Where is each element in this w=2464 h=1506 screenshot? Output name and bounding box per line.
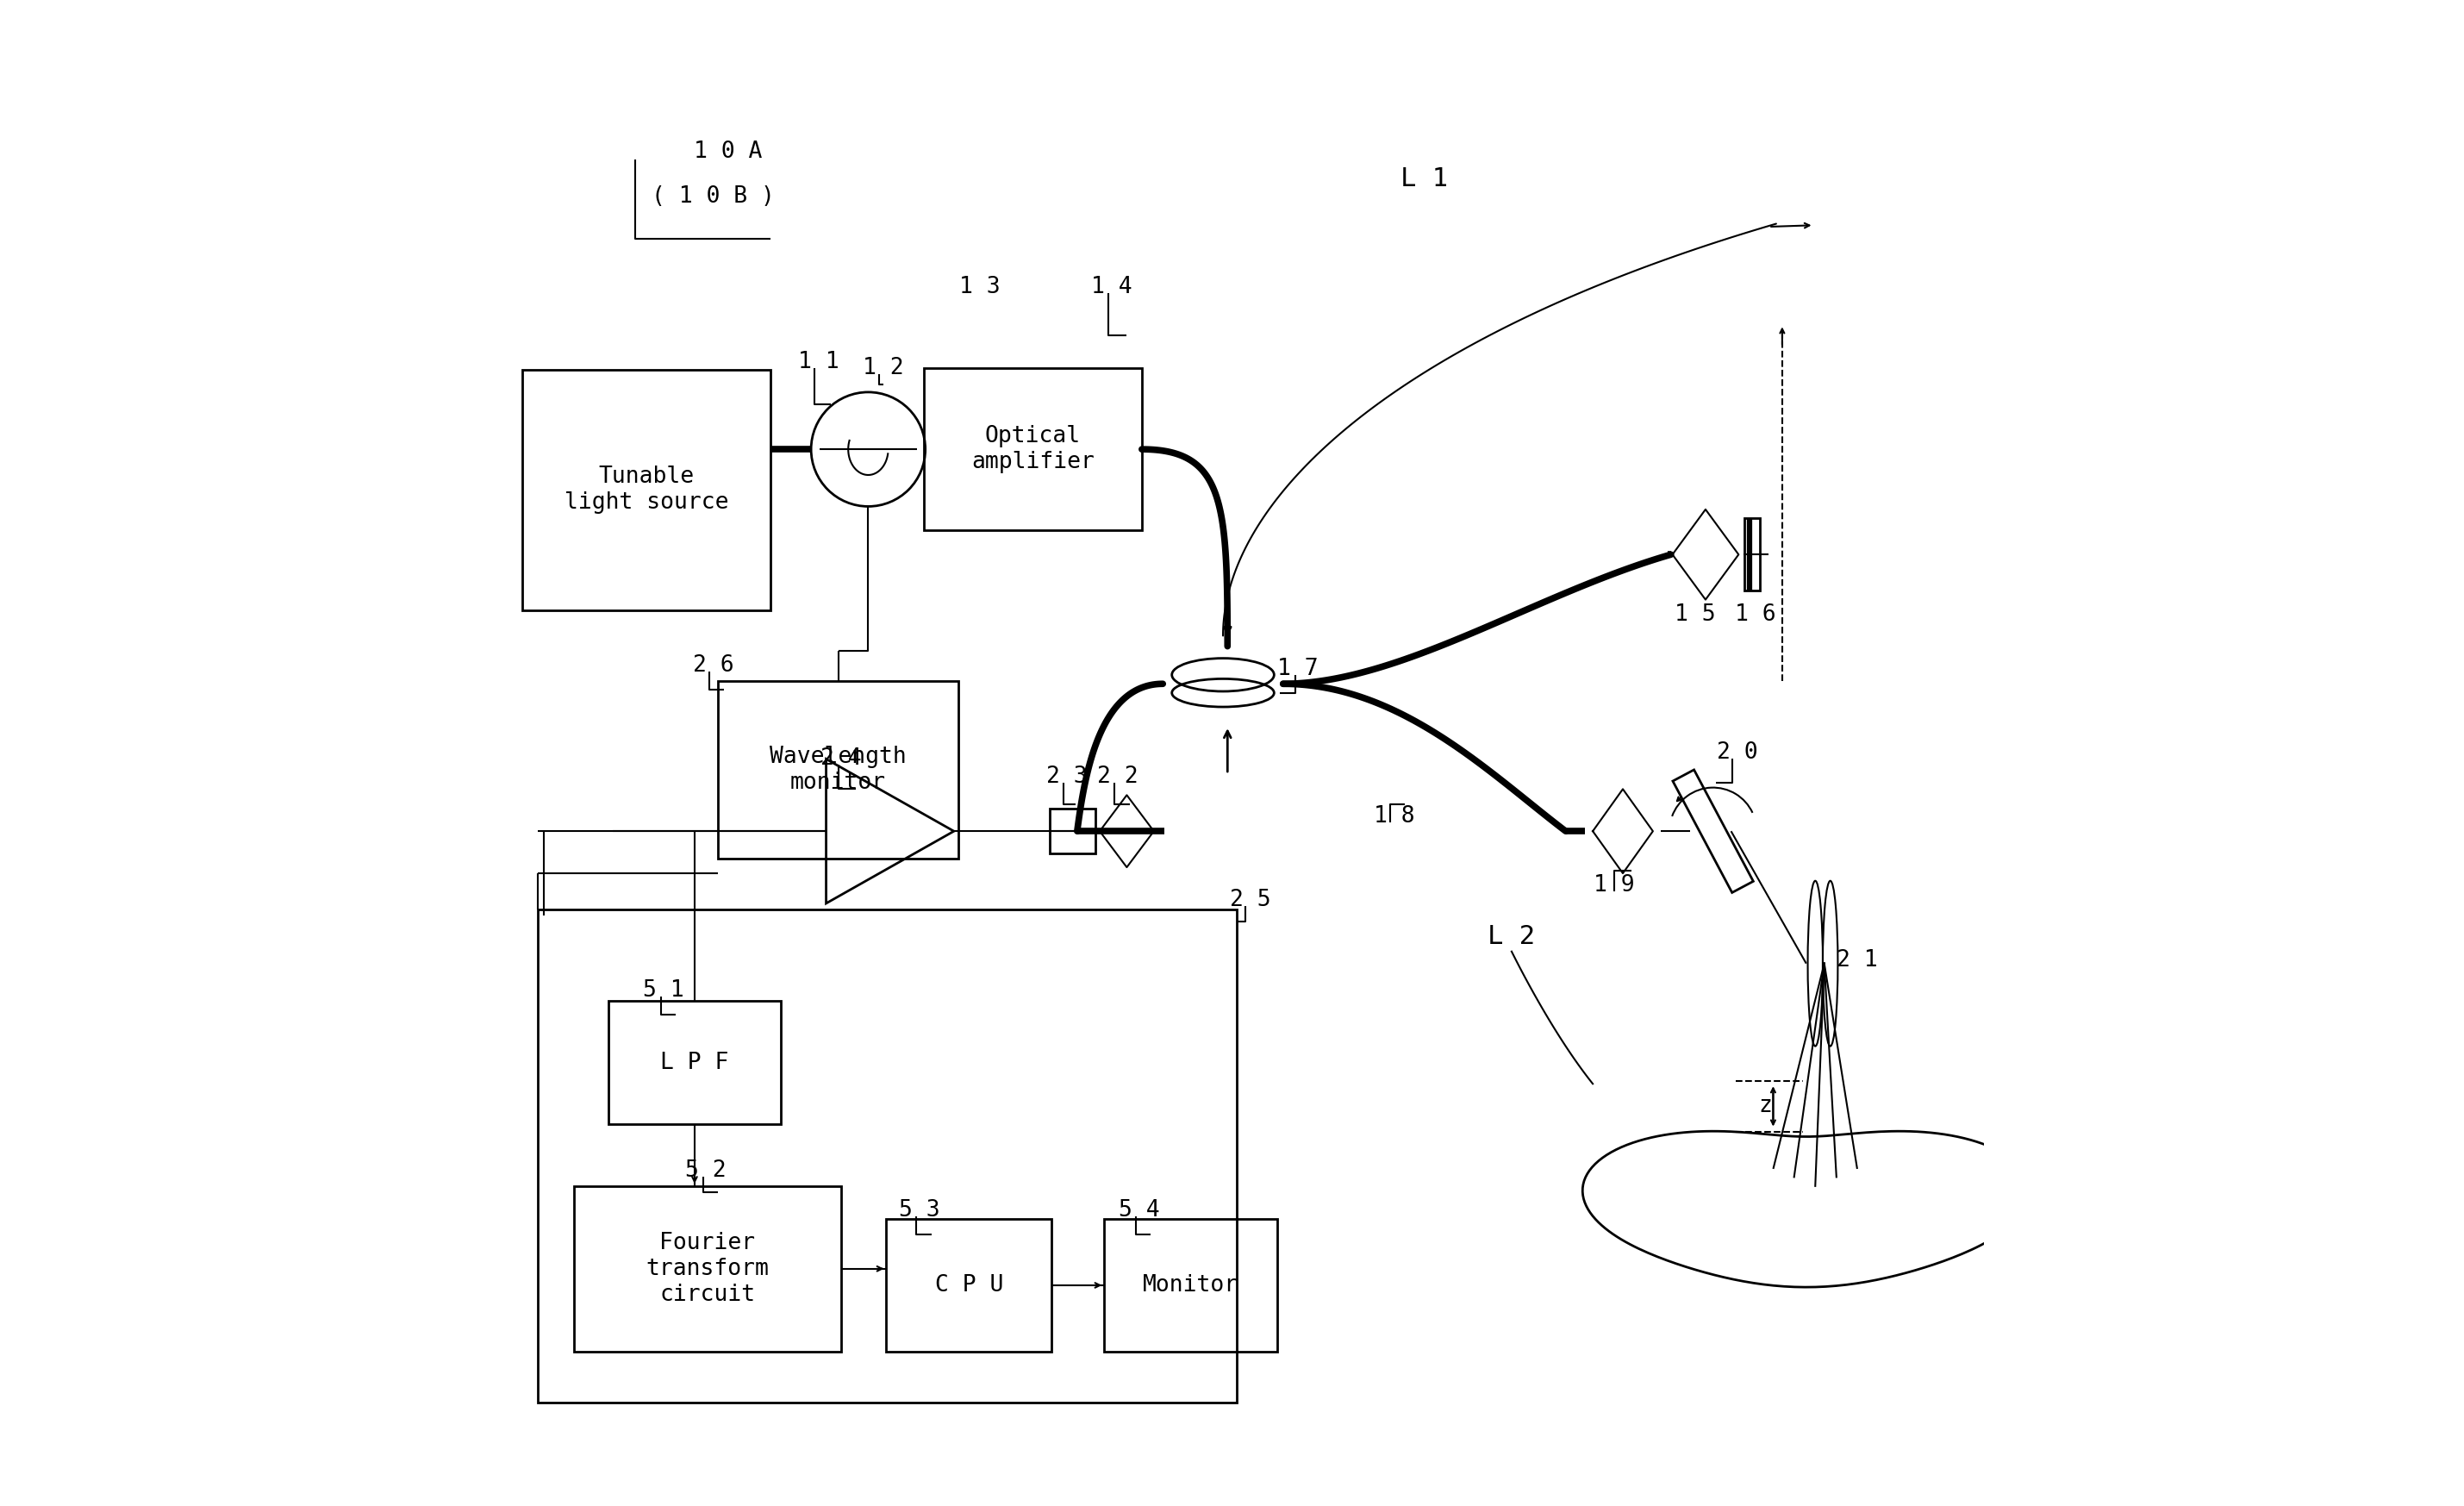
Text: 1 6: 1 6 bbox=[1735, 604, 1777, 626]
Text: 1 5: 1 5 bbox=[1676, 604, 1715, 626]
Bar bbox=[537, 910, 1237, 1402]
Text: 2 5: 2 5 bbox=[1230, 889, 1271, 911]
Bar bbox=[887, 1220, 1052, 1351]
Bar bbox=[574, 1187, 840, 1351]
Bar bbox=[609, 1001, 781, 1125]
Text: Tunable
light source: Tunable light source bbox=[564, 465, 729, 514]
Text: 1 1: 1 1 bbox=[798, 351, 840, 373]
Text: Wavelength
monitor: Wavelength monitor bbox=[769, 745, 907, 794]
Text: 5 1: 5 1 bbox=[643, 979, 685, 1001]
Text: 5 2: 5 2 bbox=[685, 1160, 727, 1182]
Bar bbox=[1745, 518, 1759, 590]
Text: 5 3: 5 3 bbox=[899, 1199, 939, 1221]
Text: C P U: C P U bbox=[934, 1274, 1003, 1297]
Text: 2 6: 2 6 bbox=[692, 655, 734, 678]
Text: 2 1: 2 1 bbox=[1836, 949, 1878, 971]
Bar bbox=[1104, 1220, 1276, 1351]
Text: ( 1 0 B ): ( 1 0 B ) bbox=[653, 185, 776, 208]
Text: 1 0 A: 1 0 A bbox=[695, 140, 764, 163]
Text: 1 2: 1 2 bbox=[862, 357, 904, 380]
Text: 2 0: 2 0 bbox=[1717, 742, 1757, 764]
Bar bbox=[522, 369, 771, 610]
Text: 1 9: 1 9 bbox=[1594, 873, 1634, 896]
Text: 1 3: 1 3 bbox=[958, 276, 1000, 298]
Text: L 2: L 2 bbox=[1488, 925, 1535, 949]
Text: 2 4: 2 4 bbox=[821, 748, 862, 770]
Text: Monitor: Monitor bbox=[1143, 1274, 1239, 1297]
Text: L 1: L 1 bbox=[1400, 166, 1449, 191]
Bar bbox=[717, 681, 958, 858]
Text: 1 4: 1 4 bbox=[1092, 276, 1133, 298]
Text: Optical
amplifier: Optical amplifier bbox=[971, 425, 1094, 473]
Text: Fourier
transform
circuit: Fourier transform circuit bbox=[646, 1232, 769, 1306]
Text: 5 4: 5 4 bbox=[1119, 1199, 1161, 1221]
Text: z: z bbox=[1759, 1095, 1772, 1117]
Text: 1 7: 1 7 bbox=[1279, 658, 1318, 681]
Text: 2 3: 2 3 bbox=[1047, 767, 1087, 788]
Bar bbox=[1050, 809, 1094, 854]
Text: 2 2: 2 2 bbox=[1096, 767, 1138, 788]
Text: 1 8: 1 8 bbox=[1375, 804, 1414, 827]
Text: L P F: L P F bbox=[660, 1051, 729, 1074]
Bar bbox=[924, 367, 1141, 530]
